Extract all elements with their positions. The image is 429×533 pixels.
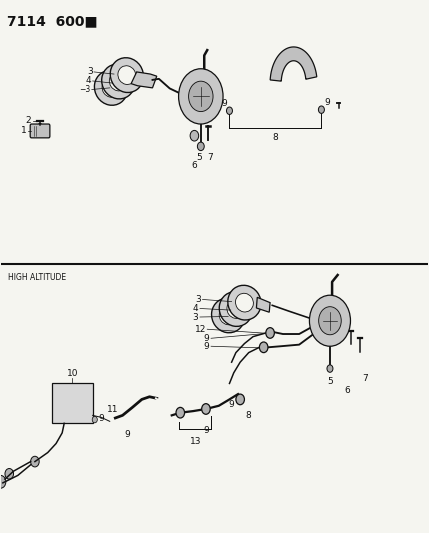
Text: 7114  600■: 7114 600■ (7, 14, 98, 28)
Text: 2: 2 (26, 116, 31, 125)
Text: 3: 3 (193, 312, 198, 321)
Ellipse shape (110, 58, 143, 93)
Ellipse shape (118, 66, 136, 85)
Text: −3: −3 (79, 85, 91, 94)
Circle shape (236, 394, 245, 405)
Text: 9: 9 (203, 426, 209, 435)
Text: 11: 11 (107, 405, 118, 414)
Circle shape (227, 107, 233, 115)
Circle shape (30, 456, 39, 467)
Text: 9: 9 (229, 400, 235, 409)
Circle shape (319, 306, 341, 335)
Text: 9: 9 (99, 414, 104, 423)
Text: 9: 9 (124, 430, 130, 439)
Text: 6: 6 (191, 161, 197, 170)
Circle shape (189, 81, 213, 111)
Text: 1: 1 (21, 126, 26, 135)
Text: 5: 5 (196, 154, 202, 162)
Text: 6: 6 (344, 386, 350, 395)
Polygon shape (270, 47, 317, 81)
Circle shape (37, 124, 43, 131)
Circle shape (318, 106, 324, 114)
Text: 9: 9 (324, 98, 330, 107)
Circle shape (190, 131, 199, 141)
Text: 5: 5 (327, 377, 333, 386)
Text: 8: 8 (245, 411, 251, 420)
Text: 4: 4 (86, 76, 91, 85)
Circle shape (92, 416, 97, 423)
FancyBboxPatch shape (30, 124, 50, 138)
Ellipse shape (219, 292, 253, 326)
Ellipse shape (102, 78, 120, 97)
Circle shape (327, 365, 333, 372)
Text: 7: 7 (207, 154, 213, 162)
Text: 4: 4 (193, 304, 198, 313)
Circle shape (178, 69, 223, 124)
Text: 7: 7 (362, 374, 368, 383)
Circle shape (176, 407, 184, 418)
Ellipse shape (236, 293, 254, 312)
Circle shape (0, 475, 6, 488)
Bar (52, 383, 93, 423)
Text: HIGH ALTITUDE: HIGH ALTITUDE (9, 273, 66, 282)
Circle shape (197, 142, 204, 151)
Ellipse shape (94, 70, 127, 106)
Text: 10: 10 (66, 369, 78, 378)
Circle shape (266, 328, 275, 338)
Circle shape (5, 469, 14, 479)
Ellipse shape (219, 306, 237, 325)
Circle shape (309, 295, 350, 346)
Ellipse shape (227, 300, 245, 318)
Polygon shape (131, 72, 157, 88)
Ellipse shape (228, 285, 261, 320)
Text: 3: 3 (195, 295, 201, 304)
Circle shape (260, 342, 268, 353)
Text: 9: 9 (204, 342, 209, 351)
Text: 8: 8 (272, 133, 278, 142)
Text: 13: 13 (190, 437, 201, 446)
Text: 9: 9 (204, 334, 209, 343)
Text: 9: 9 (221, 99, 227, 108)
Ellipse shape (211, 298, 245, 333)
Circle shape (202, 403, 210, 414)
Ellipse shape (109, 72, 127, 91)
Text: 3: 3 (87, 68, 93, 76)
Polygon shape (257, 297, 270, 312)
Text: 12: 12 (195, 325, 206, 334)
Ellipse shape (102, 64, 135, 99)
